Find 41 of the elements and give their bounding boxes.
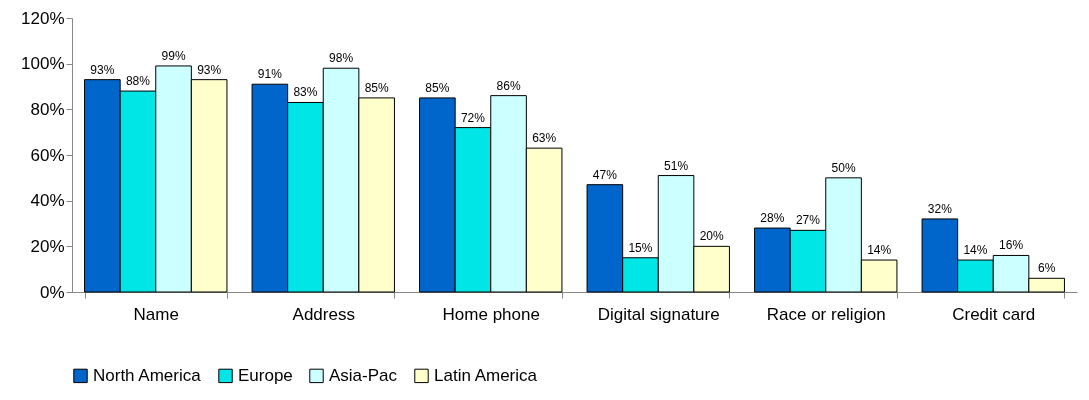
y-tick-label: 120%	[21, 8, 65, 28]
y-tick-label: 0%	[39, 282, 65, 302]
data-label: 28%	[760, 211, 785, 226]
y-tick-label: 80%	[30, 99, 65, 119]
y-tick-label: 60%	[30, 145, 65, 165]
data-label: 6%	[1037, 261, 1056, 276]
x-tick-label: Credit card	[952, 304, 1036, 324]
legend-label: North America	[93, 365, 202, 385]
data-label: 72%	[460, 110, 486, 125]
x-tick-label: Home phone	[442, 304, 540, 324]
data-label: 14%	[963, 243, 988, 258]
data-label: 99%	[161, 48, 186, 63]
legend-label: Asia-Pac	[329, 365, 398, 385]
data-label: 86%	[496, 78, 521, 93]
data-label: 50%	[831, 160, 856, 175]
data-label: 88%	[125, 74, 151, 89]
data-label: 85%	[364, 80, 389, 95]
data-label: 16%	[999, 238, 1024, 253]
legend-label: Europe	[238, 365, 293, 385]
x-tick-label: Digital signature	[597, 304, 720, 324]
data-label: 14%	[867, 243, 892, 258]
data-label: 15%	[628, 240, 653, 255]
data-label: 91%	[257, 67, 283, 82]
y-tick-label: 20%	[30, 236, 65, 256]
data-label: 93%	[197, 62, 222, 77]
data-label: 27%	[795, 213, 821, 228]
y-tick-label: 100%	[21, 54, 65, 74]
data-label: 93%	[90, 62, 115, 77]
x-tick-label: Name	[133, 304, 179, 324]
data-label: 47%	[592, 167, 618, 182]
x-tick-label: Address	[292, 304, 355, 324]
data-label: 83%	[293, 85, 318, 100]
data-label: 63%	[532, 131, 557, 146]
x-tick-label: Race or religion	[766, 304, 886, 324]
legend-label: Latin America	[434, 365, 538, 385]
y-tick-label: 40%	[30, 191, 65, 211]
data-label: 98%	[329, 51, 354, 66]
data-label: 51%	[664, 158, 689, 173]
data-label: 32%	[927, 201, 953, 216]
data-label: 20%	[699, 229, 724, 244]
data-label: 85%	[425, 80, 450, 95]
